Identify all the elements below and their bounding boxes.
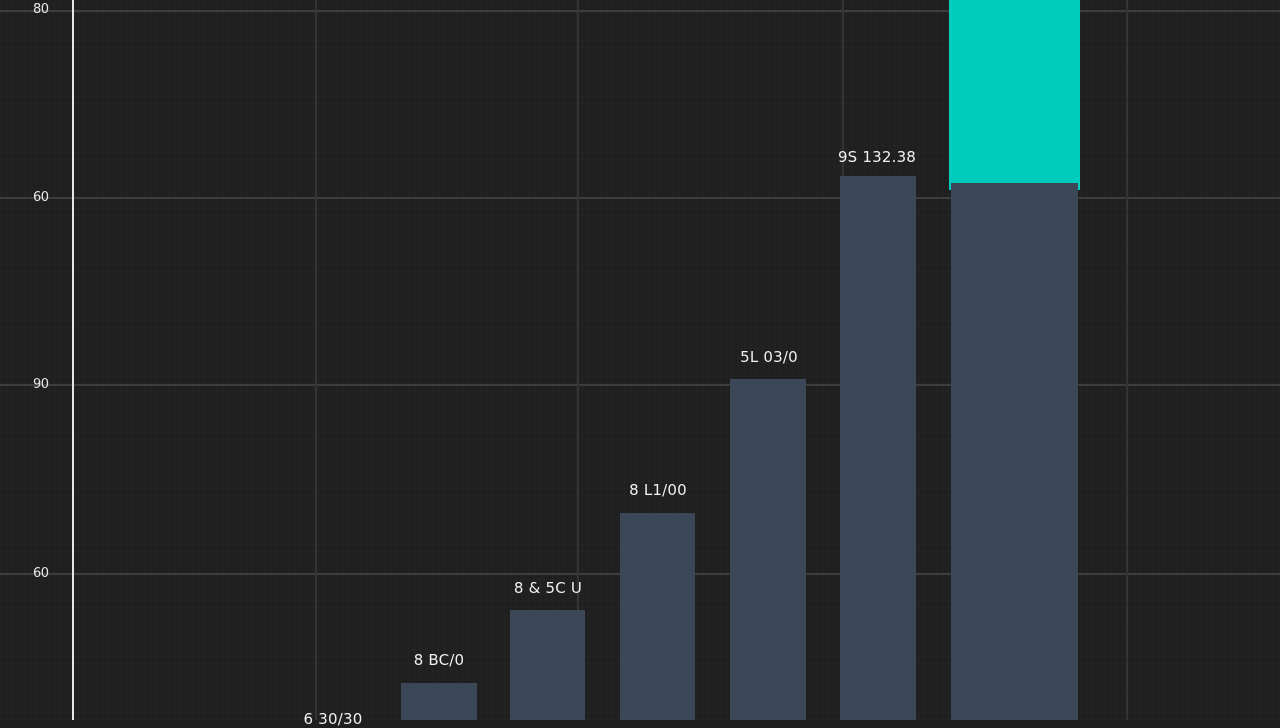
y-axis-line <box>72 0 74 720</box>
bar-7 <box>951 183 1078 720</box>
y-tick-label: 90 <box>33 377 49 392</box>
bar-4-value-label: 8 L1/00 <box>629 481 687 499</box>
gridline-vertical <box>315 0 317 720</box>
bar-2-value-label: 8 BC/0 <box>413 651 465 669</box>
bar-6-value-label: 9S 132.38 <box>837 148 917 166</box>
gridline-horizontal <box>0 10 1280 12</box>
gridline-horizontal <box>0 384 1280 386</box>
y-tick-label: 80 <box>33 2 49 17</box>
gridline-vertical <box>577 0 579 720</box>
bar-3 <box>510 610 585 720</box>
bar-3-value-label: 8 & 5C U <box>513 579 583 597</box>
bar-1-value-label: 6 30/30 <box>303 710 363 728</box>
bar-6 <box>840 176 916 720</box>
y-tick-label: 60 <box>33 190 49 205</box>
bar-5 <box>730 379 806 720</box>
gridline-vertical <box>1126 0 1128 720</box>
bar-7-highlight-segment <box>949 0 1080 190</box>
gridline-horizontal <box>0 197 1280 199</box>
bar-4 <box>620 513 695 720</box>
y-tick-label: 60 <box>33 566 49 581</box>
bar-5-value-label: 5L 03/0 <box>740 348 798 366</box>
bar-2 <box>401 683 477 720</box>
